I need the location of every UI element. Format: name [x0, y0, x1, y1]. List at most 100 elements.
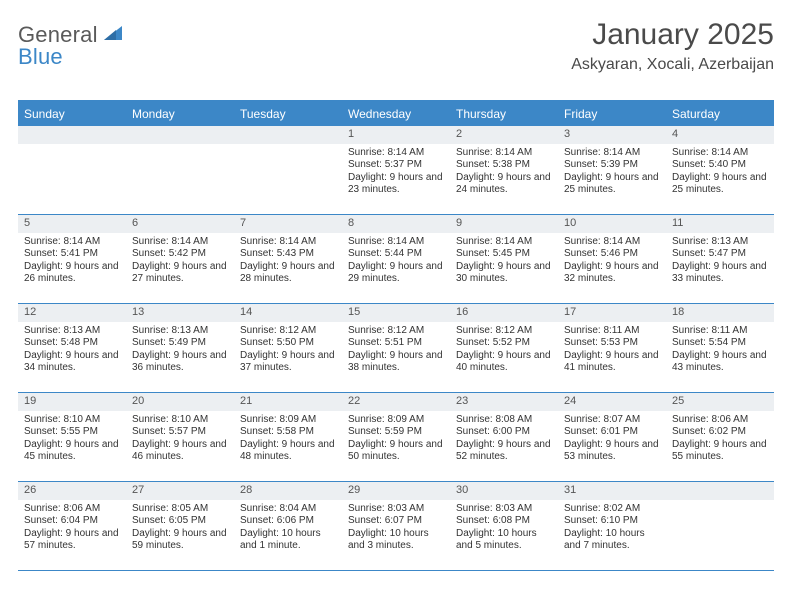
sunrise-text: Sunrise: 8:03 AM [348, 503, 444, 516]
brand-name-part2-wrap: Blue [18, 44, 63, 70]
daylight-text: Daylight: 9 hours and 29 minutes. [348, 261, 444, 286]
day-details: Sunrise: 8:14 AMSunset: 5:41 PMDaylight:… [18, 233, 126, 290]
sunset-text: Sunset: 5:55 PM [24, 426, 120, 439]
week-row: 12Sunrise: 8:13 AMSunset: 5:48 PMDayligh… [18, 304, 774, 393]
daylight-text: Daylight: 9 hours and 40 minutes. [456, 350, 552, 375]
day-number: 12 [18, 304, 126, 322]
day-details: Sunrise: 8:12 AMSunset: 5:50 PMDaylight:… [234, 322, 342, 379]
sunset-text: Sunset: 5:43 PM [240, 248, 336, 261]
sunset-text: Sunset: 6:05 PM [132, 515, 228, 528]
day-details: Sunrise: 8:14 AMSunset: 5:40 PMDaylight:… [666, 144, 774, 201]
day-cell: 22Sunrise: 8:09 AMSunset: 5:59 PMDayligh… [342, 393, 450, 481]
day-number: 29 [342, 482, 450, 500]
day-cell: 18Sunrise: 8:11 AMSunset: 5:54 PMDayligh… [666, 304, 774, 392]
day-number: 5 [18, 215, 126, 233]
daylight-text: Daylight: 9 hours and 59 minutes. [132, 528, 228, 553]
sunrise-text: Sunrise: 8:14 AM [456, 147, 552, 160]
title-block: January 2025 Askyaran, Xocali, Azerbaija… [571, 18, 774, 74]
day-details: Sunrise: 8:07 AMSunset: 6:01 PMDaylight:… [558, 411, 666, 468]
sunrise-text: Sunrise: 8:14 AM [564, 147, 660, 160]
daylight-text: Daylight: 9 hours and 52 minutes. [456, 439, 552, 464]
daylight-text: Daylight: 9 hours and 23 minutes. [348, 172, 444, 197]
week-row: 5Sunrise: 8:14 AMSunset: 5:41 PMDaylight… [18, 215, 774, 304]
day-number: 1 [342, 126, 450, 144]
day-details: Sunrise: 8:03 AMSunset: 6:08 PMDaylight:… [450, 500, 558, 557]
day-number: 26 [18, 482, 126, 500]
sunset-text: Sunset: 5:37 PM [348, 159, 444, 172]
day-cell-empty [126, 126, 234, 214]
day-cell: 7Sunrise: 8:14 AMSunset: 5:43 PMDaylight… [234, 215, 342, 303]
weekday-header: Thursday [450, 102, 558, 126]
sunset-text: Sunset: 5:54 PM [672, 337, 768, 350]
sunset-text: Sunset: 5:48 PM [24, 337, 120, 350]
daylight-text: Daylight: 9 hours and 34 minutes. [24, 350, 120, 375]
daylight-text: Daylight: 9 hours and 24 minutes. [456, 172, 552, 197]
day-cell: 8Sunrise: 8:14 AMSunset: 5:44 PMDaylight… [342, 215, 450, 303]
daylight-text: Daylight: 10 hours and 1 minute. [240, 528, 336, 553]
sunrise-text: Sunrise: 8:07 AM [564, 414, 660, 427]
day-details: Sunrise: 8:04 AMSunset: 6:06 PMDaylight:… [234, 500, 342, 557]
sunset-text: Sunset: 5:59 PM [348, 426, 444, 439]
day-number: 23 [450, 393, 558, 411]
daylight-text: Daylight: 9 hours and 26 minutes. [24, 261, 120, 286]
day-number [18, 126, 126, 144]
day-cell-empty [234, 126, 342, 214]
sunrise-text: Sunrise: 8:14 AM [672, 147, 768, 160]
weekday-header: Friday [558, 102, 666, 126]
daylight-text: Daylight: 10 hours and 5 minutes. [456, 528, 552, 553]
sunrise-text: Sunrise: 8:13 AM [132, 325, 228, 338]
daylight-text: Daylight: 9 hours and 33 minutes. [672, 261, 768, 286]
day-number: 16 [450, 304, 558, 322]
day-number: 18 [666, 304, 774, 322]
logo-sail-icon [102, 24, 124, 47]
day-details: Sunrise: 8:14 AMSunset: 5:43 PMDaylight:… [234, 233, 342, 290]
weekday-header: Saturday [666, 102, 774, 126]
day-details: Sunrise: 8:14 AMSunset: 5:39 PMDaylight:… [558, 144, 666, 201]
day-number [234, 126, 342, 144]
day-cell: 2Sunrise: 8:14 AMSunset: 5:38 PMDaylight… [450, 126, 558, 214]
sunset-text: Sunset: 6:01 PM [564, 426, 660, 439]
sunrise-text: Sunrise: 8:02 AM [564, 503, 660, 516]
day-number: 10 [558, 215, 666, 233]
day-number: 13 [126, 304, 234, 322]
day-details: Sunrise: 8:13 AMSunset: 5:48 PMDaylight:… [18, 322, 126, 379]
daylight-text: Daylight: 9 hours and 55 minutes. [672, 439, 768, 464]
daylight-text: Daylight: 9 hours and 32 minutes. [564, 261, 660, 286]
day-cell: 13Sunrise: 8:13 AMSunset: 5:49 PMDayligh… [126, 304, 234, 392]
weekday-header: Wednesday [342, 102, 450, 126]
sunset-text: Sunset: 6:10 PM [564, 515, 660, 528]
sunset-text: Sunset: 6:08 PM [456, 515, 552, 528]
day-details: Sunrise: 8:02 AMSunset: 6:10 PMDaylight:… [558, 500, 666, 557]
day-cell: 19Sunrise: 8:10 AMSunset: 5:55 PMDayligh… [18, 393, 126, 481]
daylight-text: Daylight: 9 hours and 48 minutes. [240, 439, 336, 464]
day-cell: 21Sunrise: 8:09 AMSunset: 5:58 PMDayligh… [234, 393, 342, 481]
day-details: Sunrise: 8:09 AMSunset: 5:58 PMDaylight:… [234, 411, 342, 468]
day-cell: 26Sunrise: 8:06 AMSunset: 6:04 PMDayligh… [18, 482, 126, 570]
week-row: 19Sunrise: 8:10 AMSunset: 5:55 PMDayligh… [18, 393, 774, 482]
month-title: January 2025 [571, 18, 774, 52]
day-details: Sunrise: 8:14 AMSunset: 5:37 PMDaylight:… [342, 144, 450, 201]
day-details: Sunrise: 8:13 AMSunset: 5:49 PMDaylight:… [126, 322, 234, 379]
daylight-text: Daylight: 9 hours and 46 minutes. [132, 439, 228, 464]
day-cell-empty [18, 126, 126, 214]
sunrise-text: Sunrise: 8:11 AM [672, 325, 768, 338]
sunset-text: Sunset: 5:41 PM [24, 248, 120, 261]
sunrise-text: Sunrise: 8:14 AM [240, 236, 336, 249]
day-cell: 31Sunrise: 8:02 AMSunset: 6:10 PMDayligh… [558, 482, 666, 570]
day-number: 31 [558, 482, 666, 500]
day-number: 20 [126, 393, 234, 411]
daylight-text: Daylight: 9 hours and 36 minutes. [132, 350, 228, 375]
day-cell: 11Sunrise: 8:13 AMSunset: 5:47 PMDayligh… [666, 215, 774, 303]
daylight-text: Daylight: 9 hours and 57 minutes. [24, 528, 120, 553]
daylight-text: Daylight: 9 hours and 45 minutes. [24, 439, 120, 464]
day-number: 7 [234, 215, 342, 233]
sunrise-text: Sunrise: 8:14 AM [456, 236, 552, 249]
sunrise-text: Sunrise: 8:12 AM [348, 325, 444, 338]
header: General January 2025 Askyaran, Xocali, A… [18, 18, 774, 74]
day-cell: 23Sunrise: 8:08 AMSunset: 6:00 PMDayligh… [450, 393, 558, 481]
sunset-text: Sunset: 6:06 PM [240, 515, 336, 528]
day-number: 9 [450, 215, 558, 233]
sunset-text: Sunset: 6:00 PM [456, 426, 552, 439]
sunset-text: Sunset: 5:39 PM [564, 159, 660, 172]
day-number: 27 [126, 482, 234, 500]
